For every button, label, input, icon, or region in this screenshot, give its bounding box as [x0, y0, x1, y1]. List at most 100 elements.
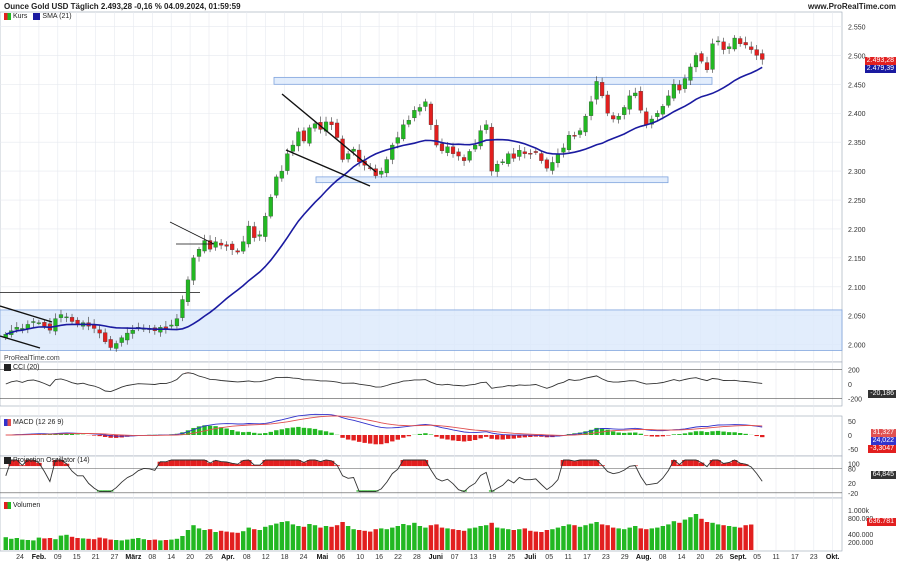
cci-tick-label: 0	[848, 382, 852, 389]
price-tick-label: 2.350	[848, 140, 866, 147]
x-tick-label: 23	[810, 554, 818, 561]
volume-bar	[75, 538, 80, 550]
x-tick-label: 24	[300, 554, 308, 561]
cci-legend: CCI (20)	[4, 364, 39, 371]
volume-last-label: 636.781	[866, 518, 896, 526]
volume-bar	[307, 524, 312, 550]
volume-bar	[141, 539, 147, 550]
volume-bar	[732, 526, 737, 550]
volume-legend-label: Volumen	[13, 502, 41, 509]
candle	[274, 176, 279, 196]
volume-bar	[588, 523, 594, 550]
candle	[417, 107, 422, 112]
volume-tick-label: 800.000	[848, 516, 873, 523]
volume-bar	[539, 532, 544, 550]
panel-frame-1	[0, 361, 843, 407]
macd-legend-label: MACD (12 26 9)	[13, 419, 64, 426]
volume-bar	[434, 524, 439, 550]
candle	[401, 124, 406, 140]
candle	[439, 143, 445, 151]
volume-bar	[500, 528, 505, 550]
proj-tick-label: 80	[848, 467, 856, 474]
volume-bar	[748, 524, 754, 550]
cci-tick-label: -200	[848, 396, 862, 403]
kurs-swatch-icon	[4, 13, 11, 20]
x-tick-label: 21	[92, 554, 100, 561]
volume-bar	[119, 540, 124, 550]
candle	[478, 130, 483, 147]
candle	[423, 101, 428, 107]
candle	[246, 225, 251, 245]
candle	[434, 125, 439, 146]
support-zone	[273, 76, 713, 85]
volume-bar	[721, 525, 726, 550]
candle	[605, 94, 610, 114]
candle	[727, 46, 732, 49]
candle	[754, 49, 759, 56]
x-tick-label: 18	[281, 554, 289, 561]
volume-bar	[566, 524, 572, 550]
candle	[185, 279, 191, 302]
volume-bar	[125, 539, 130, 550]
volume-bar	[257, 530, 262, 550]
volume-legend: Volumen	[4, 502, 40, 509]
candle	[699, 53, 704, 62]
proj-tick-label: 100	[848, 462, 860, 469]
volume-bar	[456, 530, 461, 550]
volume-bar	[323, 526, 329, 550]
candle	[14, 327, 19, 330]
volume-tick-label: 400.000	[848, 532, 873, 539]
candle	[738, 38, 743, 44]
proj-legend: Projection Oszillator (14)	[4, 457, 90, 464]
price-tick-label: 2.200	[848, 227, 866, 234]
candle	[25, 324, 30, 329]
candle	[384, 159, 389, 174]
candle	[395, 137, 400, 144]
volume-bar	[506, 529, 511, 550]
candle	[130, 330, 135, 334]
candle	[616, 115, 621, 120]
price-tick-label: 2.000	[848, 343, 866, 350]
source-label[interactable]: www.ProRealTime.com	[807, 2, 896, 11]
volume-bar	[439, 527, 445, 550]
sma-legend-label: SMA (21)	[42, 13, 72, 20]
volume-bar	[185, 530, 191, 550]
volume-bar	[633, 526, 638, 550]
x-tick-label: Okt.	[826, 554, 840, 561]
volume-bar	[20, 539, 25, 550]
volume-bar	[80, 538, 86, 550]
macd-c-label: -3,3047	[868, 445, 896, 453]
kurs-legend-label: Kurs	[13, 13, 28, 20]
candle	[749, 46, 754, 50]
candle	[627, 95, 632, 110]
volume-bar	[511, 530, 516, 550]
price-tick-label: 2.300	[848, 169, 866, 176]
volume-bar	[743, 525, 748, 550]
price-tick-label: 2.550	[848, 24, 866, 31]
volume-tick-label: 1.000k	[848, 508, 870, 515]
volume-bar	[583, 525, 588, 550]
x-tick-label: 14	[678, 554, 686, 561]
candle	[163, 326, 168, 329]
macd-legend: MACD (12 26 9)	[4, 419, 64, 426]
candle	[743, 42, 748, 46]
macd-line	[5, 413, 763, 437]
candle	[334, 122, 340, 138]
volume-bar	[406, 525, 412, 550]
candle	[346, 153, 351, 160]
volume-bar	[169, 539, 174, 550]
x-tick-label: 19	[489, 554, 497, 561]
x-tick-label: Feb.	[32, 554, 46, 561]
volume-bar	[274, 523, 279, 550]
candle	[196, 249, 202, 257]
volume-bar	[147, 540, 152, 550]
macd-tick-label: 50	[848, 419, 856, 426]
volume-bar	[86, 538, 91, 550]
watermark: ProRealTime.com	[4, 355, 60, 362]
candle	[594, 81, 599, 100]
x-tick-label: 15	[73, 554, 81, 561]
volume-bar	[461, 530, 467, 550]
candle	[566, 135, 572, 150]
candle	[97, 329, 102, 334]
candle	[296, 131, 301, 147]
